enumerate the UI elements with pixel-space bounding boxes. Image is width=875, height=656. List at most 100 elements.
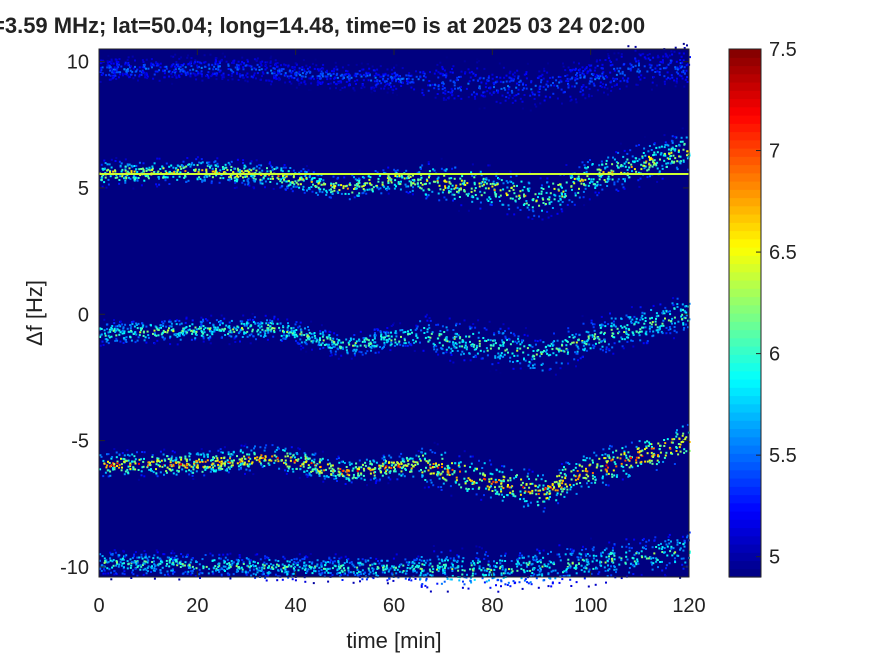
heat-cell [218, 172, 221, 174]
heat-cell [686, 157, 689, 160]
heat-cell [311, 336, 314, 339]
heat-cell [460, 353, 463, 356]
heat-cell [338, 474, 341, 477]
heat-cell [287, 565, 290, 568]
heat-cell [676, 168, 679, 171]
heat-cell [106, 163, 109, 166]
heat-cell [552, 561, 555, 564]
heat-cell [303, 452, 306, 455]
heat-cell [154, 334, 157, 337]
heat-cell [285, 565, 288, 568]
heat-cell [432, 568, 435, 571]
heat-cell [493, 332, 496, 335]
heat-cell [464, 480, 467, 483]
heat-cell [443, 331, 446, 333]
heat-cell [607, 171, 610, 174]
heat-cell [367, 175, 370, 178]
heat-cell [475, 346, 478, 349]
heat-cell [531, 206, 534, 209]
heat-cell [542, 188, 545, 190]
heat-cell [176, 335, 179, 338]
heat-cell [410, 163, 412, 165]
heat-cell [187, 329, 190, 332]
heat-cell [425, 197, 428, 200]
heat-cell [566, 485, 568, 488]
heat-cell [600, 564, 603, 567]
heat-cell [148, 468, 151, 471]
heat-cell [375, 345, 378, 348]
heat-cell [427, 161, 430, 164]
heat-cell [148, 463, 151, 466]
heat-cell [493, 339, 496, 342]
heat-cell [474, 194, 477, 196]
heat-cell [673, 438, 676, 441]
heat-cell [617, 190, 620, 192]
heat-cell [688, 551, 691, 554]
heat-cell [352, 338, 355, 341]
heat-cell [510, 331, 512, 334]
heat-cell [479, 170, 482, 173]
heat-cell [381, 183, 384, 186]
heat-cell [490, 201, 493, 204]
heat-cell [568, 199, 571, 202]
heat-cell [283, 334, 285, 337]
heat-cell [303, 561, 306, 564]
heat-cell [193, 460, 196, 463]
heat-cell [234, 179, 236, 182]
heat-cell [222, 462, 225, 465]
heat-cell [616, 456, 619, 459]
heat-cell [378, 464, 381, 467]
heat-cell [303, 191, 306, 194]
heat-cell [538, 215, 540, 218]
heat-cell [651, 446, 653, 448]
heat-cell [492, 344, 495, 347]
heat-cell [479, 207, 482, 210]
heat-cell [177, 461, 180, 464]
heat-cell [548, 196, 551, 199]
heat-cell [412, 475, 415, 478]
heat-cell [293, 331, 296, 334]
heat-cell [366, 182, 369, 185]
heat-cell [200, 448, 203, 451]
heat-cell [584, 565, 587, 568]
heat-cell [639, 318, 642, 321]
heat-cell [519, 196, 521, 199]
heat-cell [319, 332, 322, 335]
heat-cell [574, 194, 577, 197]
heat-cell [583, 340, 586, 343]
heat-cell [133, 455, 136, 458]
heat-cell [484, 474, 486, 477]
heat-cell [425, 466, 427, 469]
heat-cell [417, 555, 420, 558]
heat-cell [500, 573, 503, 576]
heat-cell [573, 182, 576, 185]
heat-cell [555, 347, 558, 350]
heat-cell [243, 445, 246, 448]
heat-cell [188, 455, 191, 458]
heat-cell [597, 337, 600, 340]
heat-cell [447, 567, 450, 570]
heat-cell [275, 449, 278, 451]
heat-cell [454, 462, 457, 465]
heat-cell [357, 472, 360, 475]
heat-cell [419, 166, 422, 169]
heat-cell [630, 547, 633, 550]
heat-cell [298, 566, 301, 569]
heat-cell [546, 497, 549, 499]
heat-cell [282, 325, 284, 328]
heat-cell [426, 179, 429, 182]
heat-cell [581, 340, 584, 342]
heat-cell [450, 354, 453, 356]
heat-cell [676, 297, 679, 300]
heat-cell [679, 547, 682, 550]
heat-cell [605, 351, 608, 354]
heat-cell [278, 467, 281, 470]
heat-cell [149, 464, 152, 467]
heat-cell [601, 345, 604, 348]
heat-cell [295, 558, 298, 561]
heat-cell [123, 460, 126, 463]
heat-cell [626, 158, 629, 161]
heat-cell [387, 331, 390, 334]
heat-cell [112, 564, 115, 567]
heat-cell [558, 474, 561, 477]
